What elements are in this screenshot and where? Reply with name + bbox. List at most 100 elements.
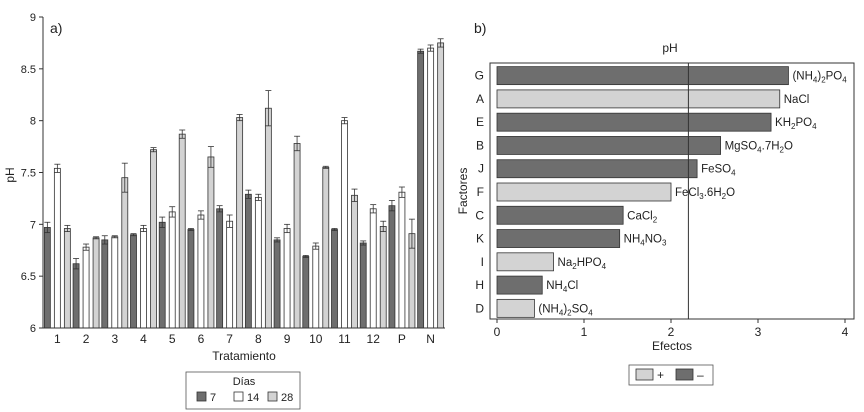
factor-label: D [475, 301, 484, 315]
bar [331, 229, 338, 329]
bar [369, 208, 377, 329]
bar [359, 242, 367, 329]
panel-b-title: pH [662, 41, 677, 55]
legend-label: + [657, 368, 664, 382]
legend-swatch [635, 368, 654, 381]
label-subscript: 3 [699, 192, 704, 201]
effect-data-label: FeSO4​ [701, 164, 736, 178]
bar [216, 208, 224, 329]
effect-data-label: KH2​PO4​ [775, 117, 817, 131]
y-tick-label: 7.5 [21, 168, 36, 180]
y-tick-label: 6 [30, 323, 36, 335]
label-subscript: 4 [757, 145, 762, 154]
factor-label: J [478, 162, 484, 176]
x-tick-label: 5 [169, 332, 176, 346]
effect-data-label: MgSO4​.7H2​O [725, 140, 793, 154]
x-tick-label: 12 [367, 332, 381, 346]
label-segment: MgSO [725, 140, 758, 152]
panel-a-label: a) [50, 20, 62, 36]
x-tick-label: 3 [111, 332, 118, 346]
label-segment: NH [546, 280, 563, 292]
label-segment: NaCl [784, 94, 810, 106]
panel-b-y-axis-label: Factores [456, 168, 470, 215]
bar [417, 50, 425, 329]
factor-label: A [476, 92, 484, 106]
bar [168, 211, 176, 329]
legend-label: 28 [281, 392, 293, 404]
factor-label: I [481, 255, 484, 269]
bar [63, 228, 71, 329]
bar [111, 236, 119, 329]
label-subscript: 2 [780, 145, 785, 154]
label-segment: ) [563, 303, 567, 315]
bar [437, 42, 445, 329]
y-tick-label: 6.5 [21, 271, 36, 283]
label-subscript: 4 [640, 239, 645, 248]
effect-bar [496, 66, 789, 86]
label-segment: ) [817, 71, 821, 83]
label-subscript: 2 [722, 192, 727, 201]
label-subscript: 4 [731, 169, 736, 178]
panel-a-x-axis-label: Tratamiento [212, 349, 276, 363]
factor-label: K [476, 232, 484, 246]
bar [197, 214, 205, 329]
y-tick-label: 8 [30, 116, 36, 128]
label-subscript: 2 [821, 76, 826, 85]
y-tick-label: 7 [30, 219, 36, 231]
label-segment: O [726, 187, 735, 199]
label-subscript: 2 [791, 122, 796, 131]
label-subscript: 4 [559, 308, 564, 317]
bar [92, 237, 100, 329]
legend-box [185, 371, 301, 410]
label-segment: (NH [538, 303, 558, 315]
y-tick-label: 8.5 [21, 64, 36, 76]
label-segment: Na [558, 257, 573, 269]
label-subscript: 3 [662, 239, 667, 248]
legend-swatch [675, 368, 694, 381]
label-segment: Cl [567, 280, 578, 292]
bar [254, 196, 262, 329]
effect-bar [496, 229, 621, 248]
bar [121, 177, 129, 329]
bar [264, 107, 272, 329]
x-tick-label: 10 [309, 332, 323, 346]
bar [72, 263, 80, 329]
bar [43, 227, 51, 329]
effect-bar [496, 159, 698, 179]
effect-bar [496, 182, 672, 202]
panel-b-x-axis-label: Efectos [652, 339, 692, 353]
effect-bar [496, 275, 543, 295]
label-subscript: 2 [567, 308, 572, 317]
label-segment: CaCl [627, 210, 653, 222]
bar [53, 167, 61, 329]
effect-data-label: Na2​HPO4​ [558, 257, 607, 271]
legend-label: 7 [210, 392, 216, 404]
x-tick-label: N [426, 332, 435, 346]
bar [226, 220, 234, 329]
bar [283, 228, 291, 329]
effect-data-label: FeCl3​.6H2​O [675, 187, 735, 201]
label-subscript: 4 [813, 76, 818, 85]
x-tick-label: 1 [581, 325, 588, 339]
label-subscript: 4 [588, 308, 593, 317]
label-subscript: 4 [842, 76, 847, 85]
effect-data-label: NH4​NO3​ [624, 234, 667, 248]
bar [187, 229, 195, 329]
label-segment: O [784, 140, 793, 152]
label-segment: KH [775, 117, 791, 129]
x-tick-label: 11 [338, 332, 351, 346]
bar [398, 191, 406, 329]
label-segment: SO [572, 303, 589, 315]
label-segment: PO [826, 71, 843, 83]
factor-label: C [475, 208, 484, 222]
bar [388, 205, 396, 329]
bar [341, 120, 348, 329]
effect-bar [496, 89, 781, 109]
effect-data-label: CaCl2​ [627, 210, 658, 224]
label-subscript: 2 [653, 215, 658, 224]
bar [244, 193, 252, 329]
bar [130, 234, 137, 329]
factor-label: G [475, 69, 484, 83]
label-subscript: 4 [812, 122, 817, 131]
effect-bar [496, 136, 721, 155]
